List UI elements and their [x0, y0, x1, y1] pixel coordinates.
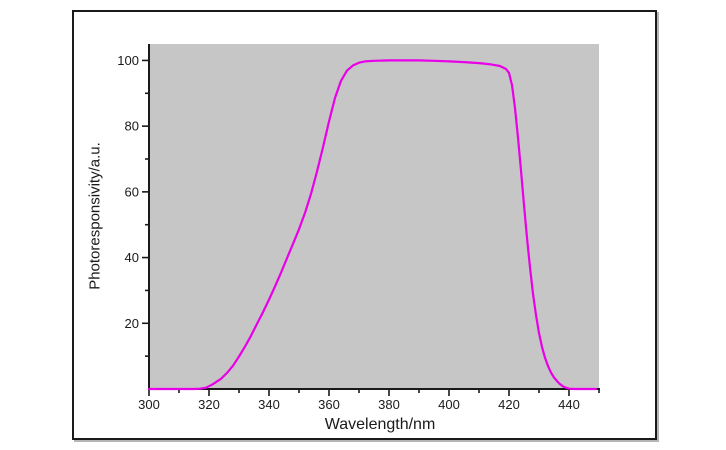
x-tick-label: 400 [438, 397, 460, 412]
x-tick-label: 360 [318, 397, 340, 412]
chart-frame: 20 40 60 80 100 300 320 340 360 380 400 420 440 Wave… [72, 10, 657, 440]
y-tick-label: 20 [125, 316, 139, 331]
plot-background [149, 44, 599, 389]
x-tick-label: 300 [138, 397, 160, 412]
line-chart-plot: 20 40 60 80 100 300 320 340 360 380 400 420 440 [117, 44, 600, 412]
y-tick-label: 80 [125, 119, 139, 134]
x-tick-label: 380 [378, 397, 400, 412]
x-tick-label: 340 [258, 397, 280, 412]
y-tick-label: 40 [125, 250, 139, 265]
y-tick-label: 100 [117, 53, 139, 68]
x-axis-title: Wavelength/nm [324, 416, 436, 433]
photoresponsivity-curve [147, 59, 598, 391]
x-tick-label: 320 [198, 397, 220, 412]
x-tick-label: 420 [498, 397, 520, 412]
x-tick-label: 440 [558, 397, 580, 412]
y-axis-title: Photoresponsivity/a.u. [86, 142, 104, 290]
y-tick-label: 60 [125, 184, 139, 199]
